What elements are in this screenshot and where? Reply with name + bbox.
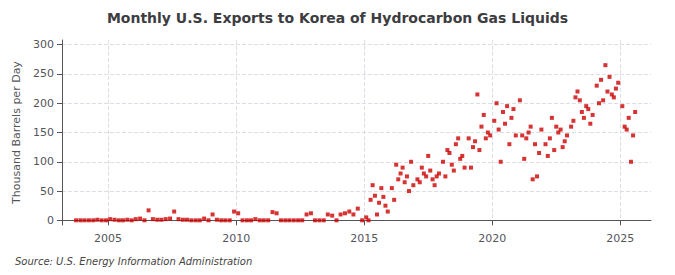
svg-text:2005: 2005 — [94, 232, 122, 245]
svg-text:250: 250 — [33, 67, 54, 80]
svg-text:150: 150 — [33, 126, 54, 139]
svg-text:2025: 2025 — [606, 232, 634, 245]
svg-text:2010: 2010 — [222, 232, 250, 245]
svg-text:50: 50 — [40, 185, 54, 198]
svg-text:100: 100 — [33, 155, 54, 168]
svg-text:Source: U.S. Energy Informatio: Source: U.S. Energy Information Administ… — [15, 256, 252, 267]
svg-text:2020: 2020 — [478, 232, 506, 245]
svg-text:Thousand Barrels per Day: Thousand Barrels per Day — [10, 61, 23, 205]
svg-text:Monthly U.S. Exports to Korea: Monthly U.S. Exports to Korea of Hydroca… — [107, 10, 568, 26]
svg-text:200: 200 — [33, 97, 54, 110]
svg-text:0: 0 — [47, 214, 54, 227]
svg-text:2015: 2015 — [350, 232, 378, 245]
svg-text:300: 300 — [33, 38, 54, 51]
